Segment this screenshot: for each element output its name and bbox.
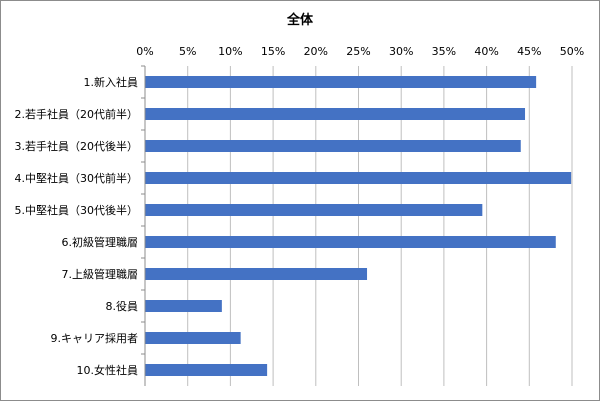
x-tick-label: 0% [136, 45, 153, 58]
chart-title: 全体 [286, 12, 314, 28]
bar [145, 140, 521, 152]
category-label: 1.新入社員 [84, 75, 139, 89]
bar [145, 236, 556, 248]
bar [145, 76, 537, 88]
category-label: 7.上級管理職層 [62, 267, 139, 281]
x-tick-label: 10% [218, 45, 242, 58]
category-label: 4.中堅社員（30代前半） [15, 171, 139, 185]
x-tick-label: 40% [474, 45, 498, 58]
x-tick-label: 25% [346, 45, 370, 58]
category-label: 8.役員 [106, 299, 139, 313]
category-labels: 1.新入社員 2.若手社員（20代前半） 3.若手社員（20代後半） 4.中堅社員（3… [15, 65, 145, 377]
bars [145, 76, 572, 376]
x-tick-label: 45% [517, 45, 541, 58]
x-axis-ticks: 0% 5% 10% 15% 20% 25% 30% 35% 40% 45% 50% [136, 45, 584, 58]
bar [145, 364, 268, 376]
bar [145, 172, 572, 184]
bar [145, 300, 222, 312]
category-label: 10.女性社員 [77, 363, 139, 377]
x-tick-label: 20% [304, 45, 328, 58]
x-tick-label: 5% [179, 45, 196, 58]
bar [145, 332, 241, 344]
bar [145, 108, 526, 120]
x-tick-label: 30% [389, 45, 413, 58]
x-tick-label: 15% [261, 45, 285, 58]
category-label: 2.若手社員（20代前半） [15, 107, 139, 121]
x-tick-label: 35% [432, 45, 456, 58]
category-label: 5.中堅社員（30代後半） [15, 203, 139, 217]
category-label: 3.若手社員（20代後半） [15, 139, 139, 153]
bar [145, 204, 483, 216]
bar [145, 268, 368, 280]
category-label: 6.初級管理職層 [62, 235, 139, 249]
x-tick-label: 50% [560, 45, 584, 58]
category-label: 9.キャリア採用者 [51, 331, 139, 345]
